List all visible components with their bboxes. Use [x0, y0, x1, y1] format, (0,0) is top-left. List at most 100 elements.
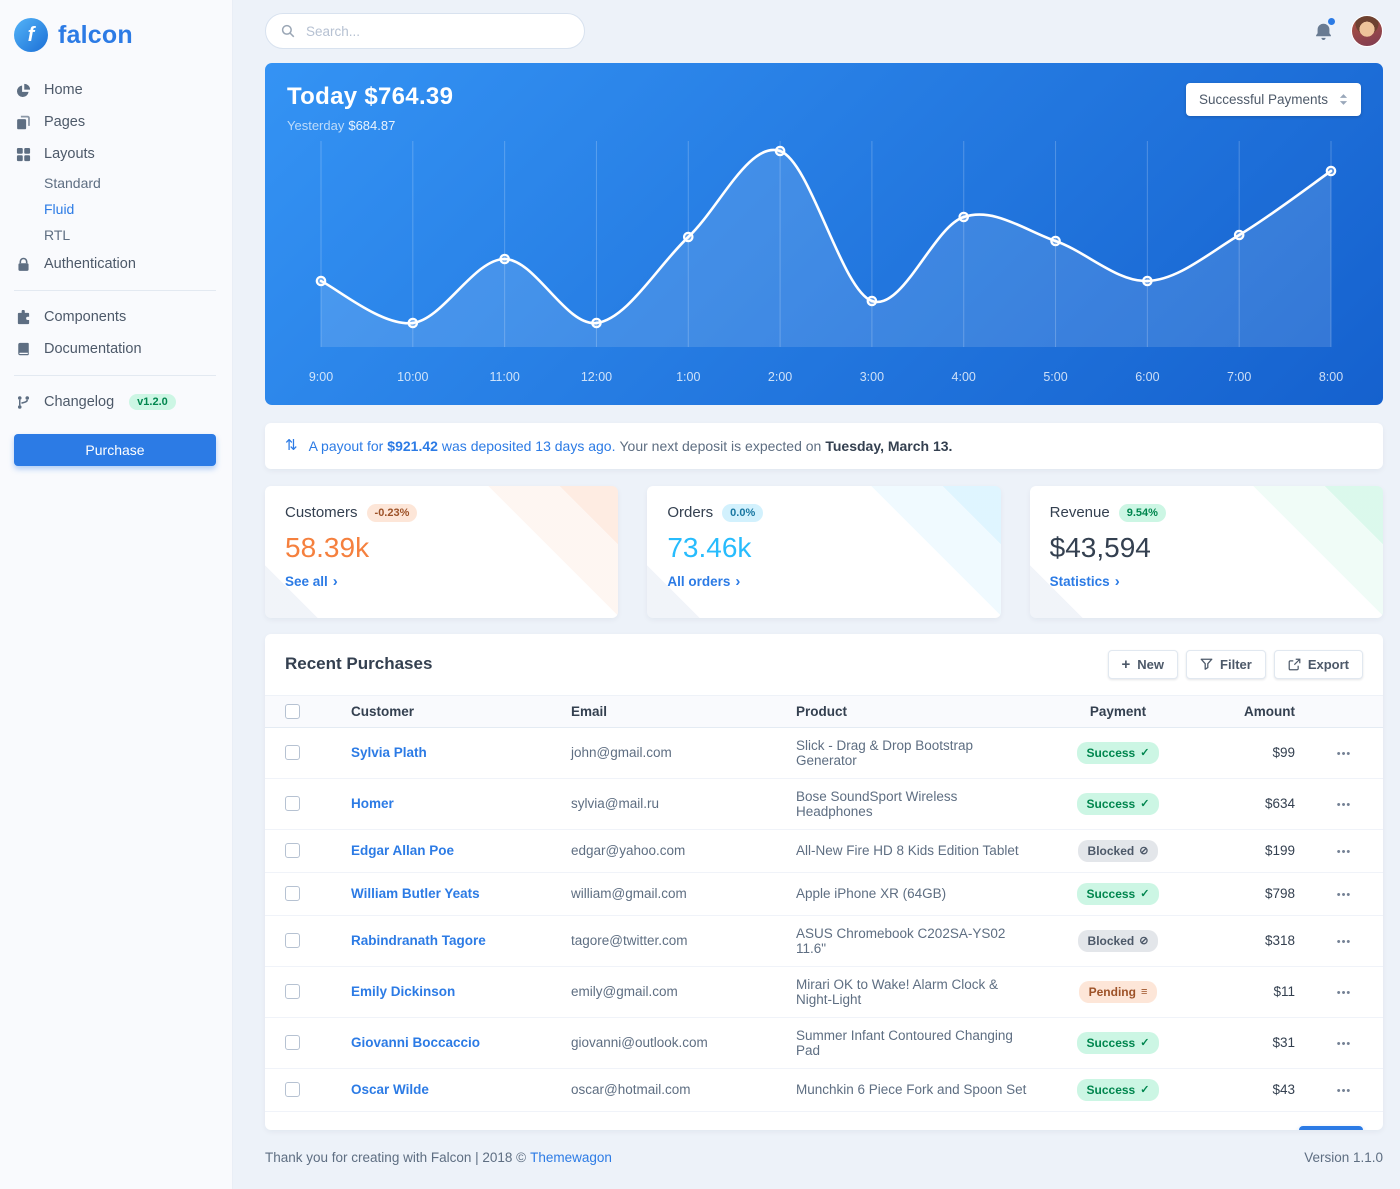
row-checkbox[interactable]	[285, 796, 300, 812]
row-actions-button[interactable]: •••	[1336, 889, 1352, 902]
bell-icon	[1316, 23, 1331, 40]
stat-title: Customers	[285, 504, 358, 522]
pages-icon	[17, 115, 30, 129]
recent-purchases-card: Recent Purchases + New Filter Export	[265, 633, 1383, 1130]
amount-cell: $43	[1193, 1068, 1305, 1112]
all-orders-link[interactable]: All orders ›	[667, 572, 741, 590]
sidebar-item-home[interactable]: Home	[14, 74, 216, 106]
row-actions-button[interactable]: •••	[1336, 1085, 1352, 1098]
customer-link[interactable]: Sylvia Plath	[351, 745, 427, 761]
sidebar-divider	[14, 375, 216, 376]
customer-link[interactable]: Emily Dickinson	[351, 984, 456, 1000]
email-cell: oscar@hotmail.com	[561, 1068, 786, 1112]
sidebar-item-layouts-standard[interactable]: Standard	[44, 175, 101, 191]
sidebar-item-layouts-rtl[interactable]: RTL	[44, 227, 71, 243]
stat-value: $43,594	[1049, 531, 1151, 563]
table-row: Rabindranath Tagore tagore@twitter.com A…	[265, 915, 1383, 967]
sidebar-item-documentation[interactable]: Documentation	[14, 333, 216, 365]
sidebar-item-layouts-fluid[interactable]: Fluid	[44, 201, 75, 217]
row-actions-button[interactable]: •••	[1336, 846, 1352, 859]
payments-filter-dropdown[interactable]: Successful Payments	[1185, 82, 1361, 116]
notifications-bell[interactable]	[1314, 17, 1335, 41]
customer-link[interactable]: William Butler Yeats	[351, 886, 480, 902]
row-actions-button[interactable]: •••	[1336, 936, 1352, 949]
column-payment[interactable]: Payment	[1043, 694, 1193, 728]
search-icon	[281, 25, 295, 38]
export-button[interactable]: Export	[1273, 649, 1363, 679]
customer-link[interactable]: Rabindranath Tagore	[351, 933, 486, 949]
row-checkbox[interactable]	[285, 843, 300, 859]
search-input[interactable]	[304, 22, 569, 40]
stat-badge: 9.54%	[1118, 503, 1166, 522]
row-checkbox[interactable]	[285, 1082, 300, 1098]
row-actions-button[interactable]: •••	[1336, 1038, 1352, 1051]
version-text: Version 1.1.0	[1304, 1150, 1383, 1165]
table-row: Homer sylvia@mail.ru Bose SoundSport Wir…	[265, 778, 1383, 830]
version-badge: v1.2.0	[129, 394, 176, 410]
row-checkbox[interactable]	[285, 886, 300, 902]
product-cell: Slick - Drag & Drop Bootstrap Generator	[786, 727, 1043, 779]
customer-link[interactable]: Homer	[351, 796, 394, 812]
table-row: Emily Dickinson emily@gmail.com Mirari O…	[265, 966, 1383, 1018]
next-button[interactable]: Next	[1299, 1125, 1363, 1130]
statistics-link[interactable]: Statistics ›	[1049, 572, 1120, 590]
sidebar-item-pages[interactable]: Pages	[14, 106, 216, 138]
row-actions-button[interactable]: •••	[1336, 799, 1352, 812]
chevron-right-icon: ›	[1114, 572, 1120, 590]
purchase-button[interactable]: Purchase	[14, 434, 216, 466]
column-amount[interactable]: Amount	[1193, 694, 1305, 728]
payout-link-text[interactable]: was deposited 13 days ago.	[441, 437, 616, 454]
row-checkbox[interactable]	[285, 933, 300, 949]
svg-text:5:00: 5:00	[1043, 370, 1067, 384]
row-actions-button[interactable]: •••	[1336, 987, 1352, 1000]
row-checkbox[interactable]	[285, 1035, 300, 1051]
amount-cell: $318	[1193, 915, 1305, 967]
orders-card: Orders 0.0% 73.46k All orders ›	[647, 485, 1001, 618]
customer-link[interactable]: Oscar Wilde	[351, 1082, 429, 1098]
customer-link[interactable]: Giovanni Boccaccio	[351, 1035, 481, 1051]
amount-cell: $11	[1193, 966, 1305, 1018]
hero-yesterday: Yesterday $684.87	[287, 117, 396, 133]
page-footer: Thank you for creating with Falcon | 201…	[265, 1130, 1383, 1189]
brand-logo[interactable]: f falcon	[14, 14, 216, 74]
column-email[interactable]: Email	[561, 694, 786, 728]
row-checkbox[interactable]	[285, 745, 300, 761]
table-row: Sylvia Plath john@gmail.com Slick - Drag…	[265, 727, 1383, 779]
svg-text:9:00: 9:00	[309, 370, 333, 384]
pie-chart-icon	[16, 83, 31, 97]
row-checkbox[interactable]	[285, 984, 300, 1000]
search-box[interactable]	[265, 13, 585, 50]
footer-text: Thank you for creating with Falcon | 201…	[265, 1150, 527, 1165]
table-row: Giovanni Boccaccio giovanni@outlook.com …	[265, 1017, 1383, 1069]
select-all-checkbox[interactable]	[285, 703, 300, 719]
avatar[interactable]	[1351, 15, 1383, 48]
payout-link-text[interactable]: A payout for	[308, 437, 384, 454]
amount-cell: $31	[1193, 1017, 1305, 1069]
filter-button[interactable]: Filter	[1186, 649, 1266, 679]
payment-badge: Success ✓	[1076, 792, 1160, 815]
customer-link[interactable]: Edgar Allan Poe	[351, 843, 455, 859]
payments-hero-card: Today $764.39 Yesterday $684.87 Successfu…	[265, 62, 1383, 405]
row-actions-button[interactable]: •••	[1336, 748, 1352, 761]
blocked-icon: ⊘	[1139, 845, 1149, 858]
svg-text:7:00: 7:00	[1227, 370, 1251, 384]
sidebar-item-components[interactable]: Components	[14, 301, 216, 333]
stat-badge: -0.23%	[366, 503, 418, 522]
column-customer[interactable]: Customer	[341, 694, 561, 728]
themewagon-link[interactable]: Themewagon	[530, 1150, 612, 1165]
stat-title: Revenue	[1049, 504, 1110, 522]
stat-badge: 0.0%	[722, 503, 764, 522]
svg-text:3:00: 3:00	[860, 370, 884, 384]
payment-badge: Success ✓	[1076, 741, 1160, 764]
revenue-card: Revenue 9.54% $43,594 Statistics ›	[1029, 485, 1383, 618]
sidebar-item-layouts[interactable]: Layouts	[14, 138, 216, 170]
payout-amount[interactable]: $921.42	[387, 437, 438, 454]
stat-value: 58.39k	[285, 531, 370, 563]
product-cell: Apple iPhone XR (64GB)	[786, 872, 1043, 916]
sidebar-item-authentication[interactable]: Authentication	[14, 248, 216, 280]
sidebar-item-changelog[interactable]: Changelog v1.2.0	[14, 386, 216, 418]
code-branch-icon	[17, 395, 30, 409]
see-all-link[interactable]: See all ›	[285, 572, 338, 590]
new-button[interactable]: + New	[1107, 649, 1179, 679]
column-product[interactable]: Product	[786, 694, 1043, 728]
